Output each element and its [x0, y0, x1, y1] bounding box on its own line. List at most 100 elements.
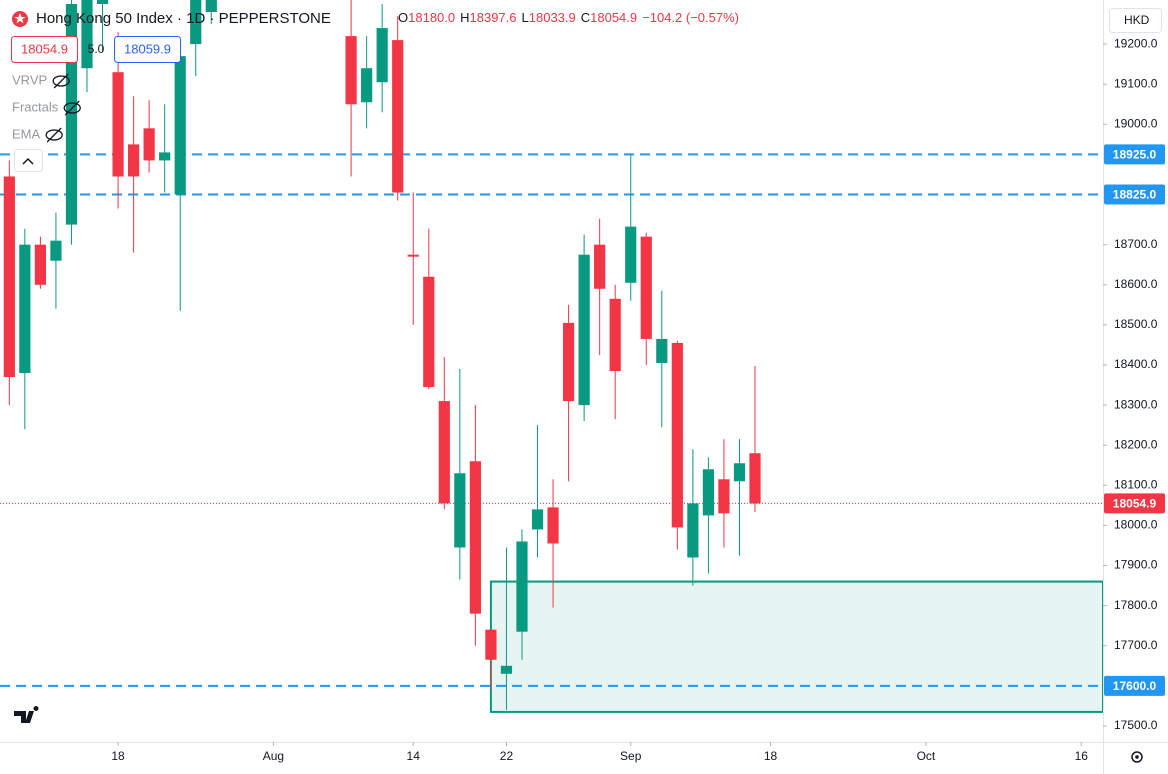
- spread: 5.0: [88, 42, 105, 56]
- tradingview-logo: [14, 706, 39, 723]
- candle-body: [112, 72, 124, 177]
- bid-box[interactable]: [11, 36, 78, 63]
- bid-price: 18054.9: [21, 41, 68, 56]
- x-tick-label: 18: [764, 749, 778, 763]
- y-tick-label: 19000.0: [1114, 117, 1158, 131]
- candle-body: [578, 254, 590, 406]
- candle-body: [733, 463, 746, 482]
- x-tick-label: 14: [407, 749, 421, 763]
- candle-body: [609, 298, 621, 371]
- currency-button[interactable]: [1109, 8, 1162, 33]
- symbol-icon-flower: [14, 13, 26, 24]
- y-tick-label: 18700.0: [1114, 237, 1158, 251]
- x-tick-label: 18: [111, 749, 125, 763]
- y-tick-label: 18000.0: [1114, 518, 1158, 532]
- y-tick-label: 18400.0: [1114, 357, 1158, 371]
- currency: HKD: [1124, 13, 1150, 27]
- candle-body: [469, 461, 481, 614]
- indicator-name: VRVP: [12, 72, 47, 87]
- candle-body: [205, 0, 217, 13]
- y-tick-label: 17800.0: [1114, 598, 1158, 612]
- x-tick-label: 16: [1075, 749, 1089, 763]
- candle-body: [671, 342, 683, 528]
- candle-body: [625, 226, 637, 283]
- candle-body: [81, 0, 93, 69]
- axes: 19200.0 19100.0 19000.0 18700.0 18600.0 18500…: [111, 36, 1165, 763]
- x-tick-label: 22: [500, 749, 514, 763]
- candle-body: [96, 0, 109, 5]
- demand-zone: [489, 580, 1103, 713]
- collapse-icon: [22, 157, 34, 165]
- candle-body: [749, 453, 761, 504]
- y-tick-label: 18300.0: [1114, 397, 1158, 411]
- candle-body: [50, 240, 62, 261]
- candle-body: [485, 629, 497, 660]
- candle-body: [174, 56, 186, 195]
- price-label-box: [1104, 184, 1165, 205]
- y-tick-label: 17700.0: [1114, 638, 1158, 652]
- price-label: 17600.0: [1113, 679, 1157, 693]
- y-tick-label: 17900.0: [1114, 558, 1158, 572]
- y-tick-label: 18200.0: [1114, 437, 1158, 451]
- price-label: 18925.0: [1113, 148, 1157, 162]
- candle-body: [500, 665, 513, 674]
- ohlc-key: H: [460, 10, 469, 25]
- candle-body: [531, 509, 544, 530]
- price-label-box: [1104, 493, 1165, 514]
- y-tick-label: 19200.0: [1114, 36, 1158, 50]
- ohlc-key: L: [522, 10, 529, 25]
- y-tick-label: 19100.0: [1114, 76, 1158, 90]
- price-label-box: [1104, 144, 1165, 165]
- candle-body: [19, 244, 31, 374]
- candle-body: [454, 473, 466, 548]
- candle-body: [361, 68, 373, 103]
- candle-body: [65, 4, 78, 225]
- hide-icon-slash: [64, 100, 80, 116]
- legend: Hong Kong 50 Index · 1D · PEPPERSTONE O 1…: [11, 10, 739, 172]
- ohlc-value: 18033.9: [529, 10, 576, 25]
- plot-area: [0, 0, 1103, 713]
- candle-body: [656, 338, 668, 363]
- candle-body: [3, 176, 15, 378]
- candle-body: [345, 36, 357, 105]
- hide-icon: [63, 102, 81, 114]
- x-tick-label: Aug: [263, 749, 284, 763]
- candle-body: [376, 28, 388, 83]
- candle-body: [159, 152, 171, 161]
- ohlc-value: 18054.9: [590, 10, 637, 25]
- ask-price: 18059.9: [124, 41, 171, 56]
- settings-icon[interactable]: [1131, 751, 1143, 763]
- price-label-box: [1104, 675, 1165, 696]
- y-tick-label: 18500.0: [1114, 317, 1158, 331]
- candle-body: [547, 507, 559, 544]
- candle-body: [128, 144, 140, 177]
- hide-icon-slash: [46, 127, 62, 143]
- candle-body: [562, 322, 575, 402]
- price-label: 18825.0: [1113, 188, 1157, 202]
- indicator-name: EMA: [12, 126, 41, 141]
- symbol-title[interactable]: Hong Kong 50 Index · 1D · PEPPERSTONE: [36, 10, 331, 27]
- candle-body: [718, 479, 730, 514]
- candle-body: [594, 244, 606, 289]
- candle-body: [438, 401, 450, 504]
- candle-body: [702, 469, 714, 516]
- hide-icon: [52, 75, 70, 87]
- y-tick-label: 18600.0: [1114, 277, 1158, 291]
- hide-icon: [45, 129, 63, 141]
- y-tick-label: 17500.0: [1114, 718, 1158, 732]
- x-tick-label: Oct: [917, 749, 936, 763]
- candle-body: [687, 503, 699, 558]
- candle-body: [407, 254, 419, 257]
- y-tick-label: 18100.0: [1114, 477, 1158, 491]
- indicator-name: Fractals: [12, 99, 59, 114]
- ask-box[interactable]: [114, 36, 181, 63]
- candle-body: [143, 128, 155, 161]
- candle-body: [190, 0, 202, 45]
- x-tick-label: Sep: [620, 749, 642, 763]
- hide-icon-slash: [53, 73, 69, 89]
- change: −104.2 (−0.57%): [642, 10, 739, 25]
- candle-body: [516, 541, 528, 632]
- candle-body: [423, 276, 435, 388]
- ohlc-key: O: [398, 10, 408, 25]
